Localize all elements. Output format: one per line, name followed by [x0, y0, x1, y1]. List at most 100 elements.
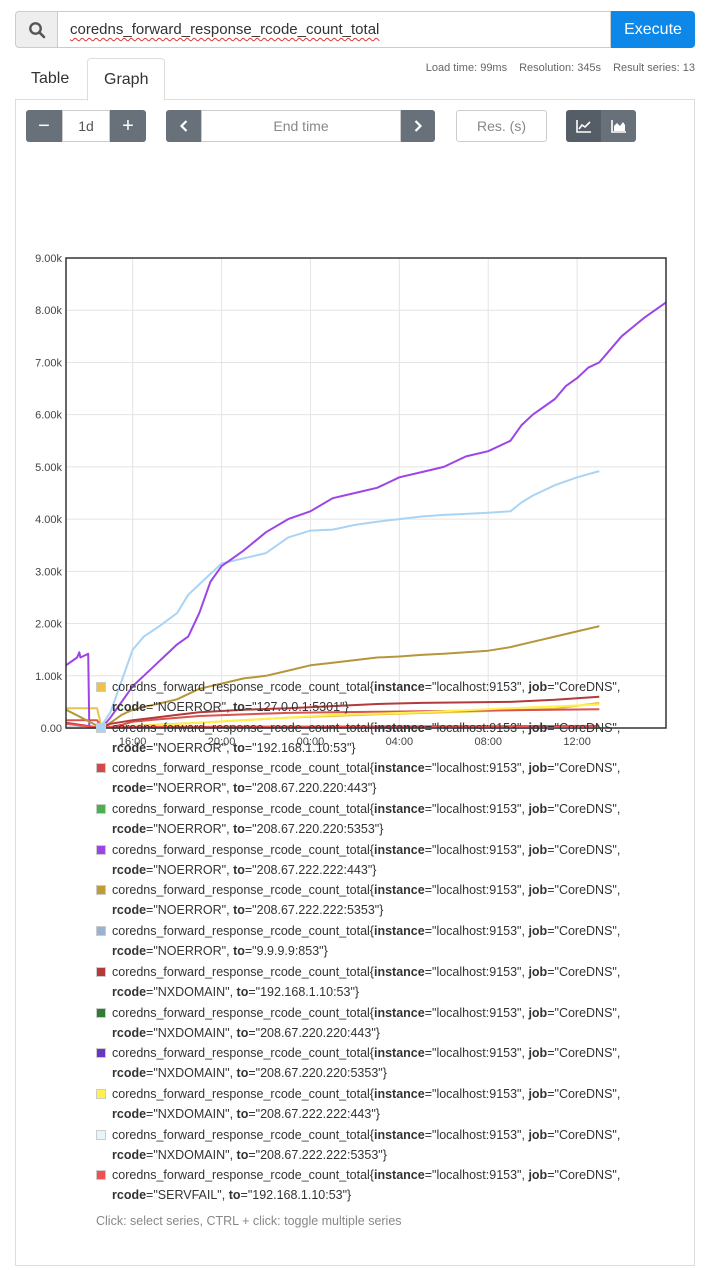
legend-label-key: rcode	[112, 1106, 147, 1121]
area-chart-icon	[610, 120, 626, 133]
legend-instance: ="localhost:9153",	[424, 802, 529, 817]
legend-rcode: ="NXDOMAIN",	[146, 1025, 237, 1040]
legend-instance: ="localhost:9153",	[424, 924, 529, 939]
legend-item[interactable]: coredns_forward_response_rcode_count_tot…	[96, 1165, 656, 1206]
legend-label-line-2: rcode="NOERROR", to="9.9.9.9:853"}	[112, 941, 656, 961]
legend-item[interactable]: coredns_forward_response_rcode_count_tot…	[96, 1084, 656, 1125]
tab-table[interactable]: Table	[31, 70, 70, 87]
legend-swatch	[96, 1129, 106, 1140]
legend-job: ="CoreDNS",	[547, 964, 621, 979]
y-tick-label: 1.00k	[35, 671, 62, 683]
legend-rcode: ="NOERROR",	[146, 862, 234, 877]
y-tick-label: 8.00k	[35, 305, 62, 317]
legend-item[interactable]: coredns_forward_response_rcode_count_tot…	[96, 799, 656, 840]
legend-instance: ="localhost:9153",	[424, 680, 529, 694]
expression-text: coredns_forward_response_rcode_count_tot…	[70, 21, 380, 38]
series-legend: coredns_forward_response_rcode_count_tot…	[96, 677, 656, 1206]
legend-label-key: rcode	[112, 862, 147, 877]
query-bar: coredns_forward_response_rcode_count_tot…	[15, 11, 695, 48]
legend-label-key: instance	[373, 680, 425, 694]
legend-label-key: rcode	[112, 1188, 147, 1203]
legend-swatch	[96, 682, 106, 692]
legend-to: ="192.168.1.10:53"}	[248, 984, 360, 999]
legend-job: ="CoreDNS",	[547, 842, 621, 857]
resolution-stat: Resolution: 345s	[519, 62, 602, 74]
legend-metric: coredns_forward_response_rcode_count_tot…	[112, 761, 374, 776]
legend-item[interactable]: coredns_forward_response_rcode_count_tot…	[96, 1003, 656, 1044]
legend-item[interactable]: coredns_forward_response_rcode_count_tot…	[96, 840, 656, 881]
end-time-input[interactable]: End time	[201, 110, 401, 142]
legend-item[interactable]: coredns_forward_response_rcode_count_tot…	[96, 677, 656, 718]
legend-label-line-1: coredns_forward_response_rcode_count_tot…	[112, 840, 656, 860]
range-decrease-button[interactable]: −	[26, 110, 62, 142]
legend-to: ="208.67.222.222:443"}	[244, 862, 377, 877]
legend-rcode: ="NXDOMAIN",	[146, 984, 237, 999]
y-tick-label: 2.00k	[35, 619, 62, 631]
legend-job: ="CoreDNS",	[547, 720, 621, 735]
y-tick-label: 3.00k	[35, 566, 62, 578]
legend-rcode: ="SERVFAIL",	[146, 1188, 229, 1203]
chart-svg[interactable]: 0.00 1.00k 2.00k 3.00k 4.00k 5.00k 6.00k 7.00k 8…	[16, 250, 694, 770]
y-tick-label: 9.00k	[35, 253, 62, 265]
legend-label-line-2: rcode="NOERROR", to="208.67.222.222:443"…	[112, 860, 656, 880]
legend-label-line-1: coredns_forward_response_rcode_count_tot…	[112, 962, 656, 982]
legend-rcode: ="NOERROR",	[146, 700, 234, 714]
legend-instance: ="localhost:9153",	[424, 883, 529, 898]
legend-label-line-2: rcode="NXDOMAIN", to="208.67.222.222:443…	[112, 1104, 656, 1124]
legend-label-key: job	[528, 924, 548, 939]
graph-chart[interactable]: 0.00 1.00k 2.00k 3.00k 4.00k 5.00k 6.00k 7.00k 8…	[16, 250, 694, 770]
legend-swatch	[96, 722, 106, 733]
legend-item[interactable]: coredns_forward_response_rcode_count_tot…	[96, 758, 656, 799]
legend-label-line-1: coredns_forward_response_rcode_count_tot…	[112, 1043, 656, 1063]
legend-label-line-1: coredns_forward_response_rcode_count_tot…	[112, 758, 656, 778]
legend-instance: ="localhost:9153",	[424, 1127, 529, 1142]
legend-instance: ="localhost:9153",	[424, 1005, 529, 1020]
legend-rcode: ="NXDOMAIN",	[146, 1106, 237, 1121]
legend-job: ="CoreDNS",	[547, 761, 621, 776]
legend-swatch	[96, 966, 106, 977]
y-tick-label: 6.00k	[35, 410, 62, 422]
legend-swatch	[96, 885, 106, 896]
legend-item[interactable]: coredns_forward_response_rcode_count_tot…	[96, 1125, 656, 1166]
resolution-input[interactable]: Res. (s)	[456, 110, 547, 142]
series-line-2	[100, 470, 600, 726]
y-tick-label: 0.00	[41, 723, 62, 735]
legend-item[interactable]: coredns_forward_response_rcode_count_tot…	[96, 962, 656, 1003]
legend-item[interactable]: coredns_forward_response_rcode_count_tot…	[96, 921, 656, 962]
time-forward-button[interactable]	[401, 110, 435, 142]
legend-label-key: instance	[373, 1005, 425, 1020]
search-icon[interactable]	[15, 11, 57, 48]
legend-label-line-2: rcode="NOERROR", to="127.0.0.1:5301"}	[112, 697, 656, 717]
execute-button[interactable]: Execute	[611, 11, 695, 48]
legend-label-key: job	[528, 1046, 548, 1061]
legend-label-key: to	[236, 1025, 249, 1040]
line-chart-button[interactable]	[566, 110, 601, 142]
legend-label-key: rcode	[112, 700, 147, 714]
x-tick-label: 08:00	[474, 736, 502, 748]
legend-label-line-1: coredns_forward_response_rcode_count_tot…	[112, 1003, 656, 1023]
legend-label-line-1: coredns_forward_response_rcode_count_tot…	[112, 718, 656, 738]
legend-item[interactable]: coredns_forward_response_rcode_count_tot…	[96, 880, 656, 921]
legend-label-key: job	[528, 1005, 548, 1020]
legend-item[interactable]: coredns_forward_response_rcode_count_tot…	[96, 1043, 656, 1084]
legend-to: ="208.67.220.220:5353"}	[248, 1066, 387, 1081]
legend-item[interactable]: coredns_forward_response_rcode_count_tot…	[96, 718, 656, 759]
legend-swatch	[96, 763, 106, 774]
legend-label-line-2: rcode="NXDOMAIN", to="192.168.1.10:53"}	[112, 982, 656, 1002]
range-input[interactable]: 1d	[62, 110, 110, 142]
legend-to: ="208.67.222.222:5353"}	[248, 1147, 387, 1162]
legend-label-key: job	[528, 680, 548, 694]
legend-to: ="192.168.1.10:53"}	[244, 740, 356, 755]
legend-label-line-1: coredns_forward_response_rcode_count_tot…	[112, 1125, 656, 1145]
legend-label-key: to	[233, 822, 245, 837]
legend-to: ="9.9.9.9:853"}	[244, 944, 328, 959]
range-increase-button[interactable]: +	[110, 110, 146, 142]
time-back-button[interactable]	[166, 110, 201, 142]
tab-graph[interactable]: Graph	[87, 58, 166, 101]
legend-label-key: to	[233, 740, 245, 755]
chevron-right-icon	[414, 120, 423, 132]
stacked-chart-button[interactable]	[601, 110, 636, 142]
legend-label-line-1: coredns_forward_response_rcode_count_tot…	[112, 799, 656, 819]
legend-to: ="127.0.0.1:5301"}	[244, 700, 349, 714]
expression-input[interactable]: coredns_forward_response_rcode_count_tot…	[57, 11, 611, 48]
